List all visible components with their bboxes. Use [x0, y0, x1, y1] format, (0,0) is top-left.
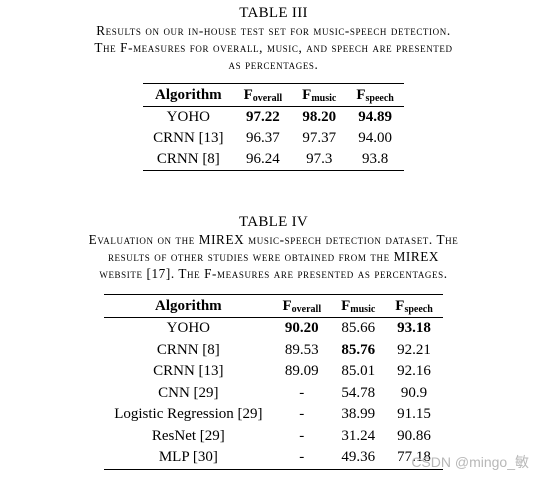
- col-header-f-speech: Fspeech: [385, 294, 443, 318]
- table-row: ResNet [29] - 31.24 90.86: [104, 426, 443, 448]
- cell-speech: 77.18: [385, 447, 443, 470]
- f-symbol: F: [243, 87, 253, 103]
- subscript: music: [311, 93, 337, 104]
- table-iii-grid: Algorithm Foverall Fmusic Fspeech YOHO 9…: [143, 83, 404, 171]
- cell-overall: -: [299, 384, 305, 401]
- cell-speech: 92.21: [397, 341, 431, 358]
- col-header-f-speech: Fspeech: [346, 83, 404, 107]
- cell-overall: -: [272, 447, 332, 470]
- subscript: speech: [404, 304, 433, 315]
- cell-music: 85.76: [341, 341, 376, 358]
- cell-speech: 93.18: [397, 320, 431, 337]
- col-header-algorithm: Algorithm: [104, 294, 273, 318]
- subscript: speech: [365, 93, 394, 104]
- cell-speech: 90.9: [400, 384, 428, 401]
- table-iii: TABLE III Results on our in-house test s…: [0, 4, 547, 171]
- caption-line: as percentages.: [228, 57, 319, 72]
- col-header-f-music: Fmusic: [331, 294, 386, 318]
- cell-overall: -: [299, 406, 305, 423]
- cell-music: 97.3: [292, 149, 347, 171]
- cell-overall: 89.53: [284, 341, 319, 358]
- cell-music: 98.20: [302, 109, 337, 125]
- table-row: CRNN [8] 96.24 97.3 93.8: [143, 149, 404, 171]
- cell-algorithm: CRNN [8]: [156, 341, 220, 358]
- table-row: YOHO 90.20 85.66 93.18: [104, 318, 443, 340]
- cell-algorithm: YOHO: [166, 320, 211, 337]
- f-symbol: F: [395, 298, 405, 314]
- cell-music: 49.36: [331, 447, 386, 470]
- cell-music: 85.66: [341, 320, 376, 337]
- cell-algorithm: YOHO: [166, 109, 211, 125]
- table-row: YOHO 97.22 98.20 94.89: [143, 107, 404, 129]
- caption-line: The F-measures for overall, music, and s…: [94, 40, 453, 55]
- header-row: Algorithm Foverall Fmusic Fspeech: [143, 83, 404, 107]
- cell-overall: 89.09: [284, 363, 319, 380]
- header-row: Algorithm Foverall Fmusic Fspeech: [104, 294, 443, 318]
- col-header-algorithm: Algorithm: [143, 83, 234, 107]
- col-header-f-music: Fmusic: [292, 83, 347, 107]
- cell-music: 54.78: [341, 384, 376, 401]
- cell-algorithm: MLP [30]: [104, 447, 273, 470]
- table-iv: TABLE IV Evaluation on the MIREX music-s…: [0, 213, 547, 470]
- table-row: CNN [29] - 54.78 90.9: [104, 383, 443, 405]
- table-row: CRNN [13] 96.37 97.37 94.00: [143, 128, 404, 149]
- table-iv-grid: Algorithm Foverall Fmusic Fspeech YOHO 9…: [104, 294, 443, 470]
- table-row: CRNN [13] 89.09 85.01 92.16: [104, 361, 443, 383]
- cell-algorithm: Logistic Regression [29]: [114, 406, 263, 423]
- col-header-f-overall: Foverall: [233, 83, 293, 107]
- caption-line: results of other studies were obtained f…: [107, 249, 440, 264]
- caption-line: Results on our in-house test set for mus…: [96, 23, 451, 38]
- cell-overall: 96.24: [233, 149, 293, 171]
- f-symbol: F: [282, 298, 292, 314]
- f-symbol: F: [302, 87, 312, 103]
- cell-speech: 91.15: [397, 406, 431, 423]
- cell-overall: 90.20: [284, 320, 319, 337]
- cell-overall: 97.22: [245, 109, 280, 125]
- table-row: CRNN [8] 89.53 85.76 92.21: [104, 340, 443, 362]
- cell-speech: 94.00: [358, 130, 392, 146]
- cell-music: 97.37: [302, 130, 337, 146]
- cell-algorithm: CRNN [8]: [143, 149, 234, 171]
- table-row: Logistic Regression [29] - 38.99 91.15: [104, 404, 443, 426]
- table-iii-caption: Results on our in-house test set for mus…: [0, 22, 547, 73]
- subscript: music: [350, 304, 376, 315]
- subscript: overall: [252, 93, 283, 104]
- table-iv-caption: Evaluation on the MIREX music-speech det…: [0, 231, 547, 282]
- table-row: MLP [30] - 49.36 77.18: [104, 447, 443, 470]
- cell-algorithm: CNN [29]: [158, 384, 219, 401]
- watermark: CSDN @mingo_敏: [411, 454, 529, 470]
- cell-algorithm: CRNN [13]: [153, 363, 224, 380]
- cell-speech: 92.16: [397, 363, 431, 380]
- table-iv-label: TABLE IV: [238, 214, 309, 230]
- cell-music: 31.24: [341, 427, 376, 444]
- col-header-f-overall: Foverall: [272, 294, 332, 318]
- caption-line: Evaluation on the MIREX music-speech det…: [88, 232, 459, 247]
- f-symbol: F: [341, 298, 351, 314]
- cell-algorithm: CRNN [13]: [153, 130, 224, 146]
- subscript: overall: [291, 304, 322, 315]
- cell-music: 85.01: [341, 363, 376, 380]
- cell-speech: 90.86: [397, 427, 431, 444]
- cell-overall: -: [299, 427, 305, 444]
- caption-line: website [17]. The F-measures are present…: [99, 266, 448, 281]
- f-symbol: F: [356, 87, 366, 103]
- cell-music: 38.99: [341, 406, 376, 423]
- cell-algorithm: ResNet [29]: [151, 427, 225, 444]
- table-iii-label: TABLE III: [239, 5, 308, 21]
- cell-overall: 96.37: [245, 130, 280, 146]
- cell-speech: 93.8: [346, 149, 404, 171]
- cell-speech: 94.89: [358, 109, 392, 125]
